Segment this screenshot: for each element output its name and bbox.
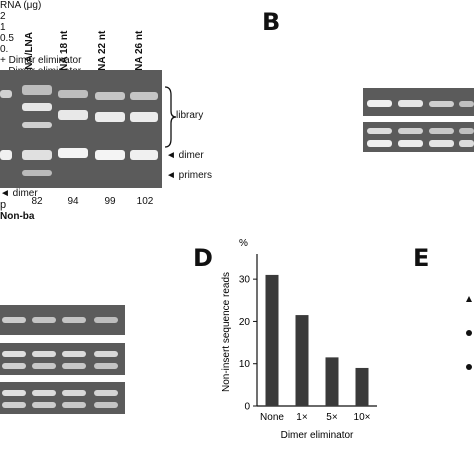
- panel-letter-e: E: [413, 244, 429, 272]
- bar-2: [325, 357, 339, 406]
- value-a-1: 94: [67, 196, 79, 207]
- primers-label-a: ◄ primers: [166, 170, 213, 181]
- chart-d: % 0 10 20 30 Non-insert sequence reads None 1× 5…: [221, 238, 377, 441]
- y-tick-label: 30: [239, 275, 251, 286]
- rna-value-1: 1: [0, 22, 6, 33]
- row-plus-label: + Dimer eliminator: [0, 55, 82, 66]
- gel-c-3: [0, 382, 125, 414]
- circle-marker-icon: [466, 330, 472, 336]
- panel-b: B RNA (μg) 2 1 0.5 0. + Dimer eliminator…: [0, 0, 474, 152]
- x-axis-title: Dimer eliminator: [281, 430, 354, 441]
- bar-1: [295, 315, 309, 406]
- value-a-0: 82: [31, 196, 43, 207]
- dimer-label-a: ◄ dimer: [166, 150, 204, 161]
- value-a-3: 102: [136, 196, 154, 207]
- gel-c-2: [0, 343, 125, 375]
- panel-e-bottom-snippet: Non-ba: [0, 211, 35, 222]
- rna-value-3: 0.: [0, 44, 9, 55]
- panel-letter-b: B: [262, 8, 280, 36]
- panel-e: E p Non-ba: [0, 199, 474, 370]
- circle-marker-icon: [466, 364, 472, 370]
- triangle-marker-icon: [466, 296, 472, 302]
- gel-a: [0, 70, 162, 188]
- x-tick-label: 10×: [354, 412, 371, 423]
- panel-e-top-snippet: p: [0, 199, 7, 211]
- rna-label: RNA (μg): [0, 0, 42, 11]
- x-tick-label: None: [260, 412, 284, 423]
- y-tick-label: 0: [244, 402, 250, 413]
- x-tick-label: 5×: [326, 412, 338, 423]
- c-row3-dimer: ◄ dimer: [0, 188, 38, 199]
- library-label-a: library: [176, 110, 204, 121]
- y-tick-label: 20: [239, 317, 251, 328]
- gel-b-minus: [363, 122, 474, 152]
- bar-0: [265, 274, 279, 406]
- value-a-2: 99: [104, 196, 116, 207]
- bar-3: [355, 367, 369, 406]
- library-brace: [164, 86, 177, 148]
- y-tick-label: 10: [239, 359, 251, 370]
- y-unit-label: %: [239, 238, 248, 249]
- x-tick-label: 1×: [296, 412, 308, 423]
- gel-c-1: [0, 305, 125, 335]
- y-axis-title: Non-insert sequence reads: [221, 272, 232, 392]
- gel-b-plus: [363, 88, 474, 116]
- rna-value-2: 0.5: [0, 33, 14, 44]
- rna-value-0: 2: [0, 11, 6, 22]
- panel-letter-d: D: [193, 244, 213, 272]
